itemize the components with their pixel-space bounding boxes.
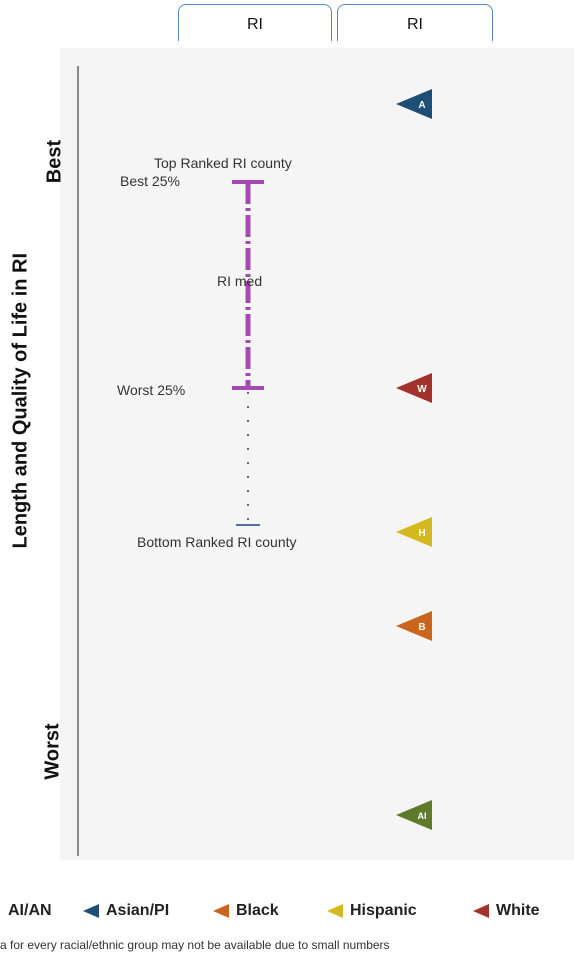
triangle-marker-icon bbox=[473, 904, 489, 918]
y-axis-line bbox=[77, 66, 79, 856]
legend-label-hispanic: Hispanic bbox=[350, 902, 417, 919]
marker-label-black: B bbox=[418, 622, 425, 633]
plot-background bbox=[60, 48, 574, 860]
triangle-marker-icon bbox=[83, 904, 99, 918]
legend-label-asianpi: Asian/PI bbox=[106, 902, 170, 919]
marker-label-white: W bbox=[417, 384, 427, 395]
median-label: RI med bbox=[217, 273, 263, 289]
best25-label: Best 25% bbox=[120, 173, 180, 189]
marker-aian bbox=[396, 800, 432, 830]
legend-item-white: White bbox=[472, 902, 540, 920]
marker-black bbox=[396, 611, 432, 641]
marker-asianpi bbox=[396, 89, 432, 119]
group-markers: A W H B AI bbox=[396, 89, 432, 830]
legend-item-hispanic: Hispanic bbox=[326, 902, 417, 920]
marker-label-aian: AI bbox=[418, 811, 427, 821]
column-header-tab-2: RI bbox=[337, 4, 493, 41]
column-header-tab-1: RI bbox=[178, 4, 332, 41]
legend: AI/AN Asian/PI Black Hispanic White bbox=[0, 902, 574, 926]
legend-item-black: Black bbox=[212, 902, 279, 920]
legend-label-aian: AI/AN bbox=[8, 902, 52, 919]
legend-item-aian: AI/AN bbox=[8, 902, 52, 920]
top-ranked-label: Top Ranked RI county bbox=[154, 155, 292, 171]
bottom-ranked-label: Bottom Ranked RI county bbox=[137, 534, 297, 550]
legend-label-black: Black bbox=[236, 902, 279, 919]
chart-svg: A W H B AI bbox=[232, 89, 432, 830]
footnote: a for every racial/ethnic group may not … bbox=[0, 938, 390, 952]
marker-label-hispanic: H bbox=[418, 528, 425, 539]
legend-label-white: White bbox=[496, 902, 540, 919]
triangle-marker-icon bbox=[327, 904, 343, 918]
marker-hispanic bbox=[396, 517, 432, 547]
triangle-marker-icon bbox=[213, 904, 229, 918]
marker-label-asianpi: A bbox=[418, 100, 425, 111]
marker-white bbox=[396, 373, 432, 403]
legend-item-asianpi: Asian/PI bbox=[82, 902, 169, 920]
worst25-label: Worst 25% bbox=[117, 382, 186, 398]
